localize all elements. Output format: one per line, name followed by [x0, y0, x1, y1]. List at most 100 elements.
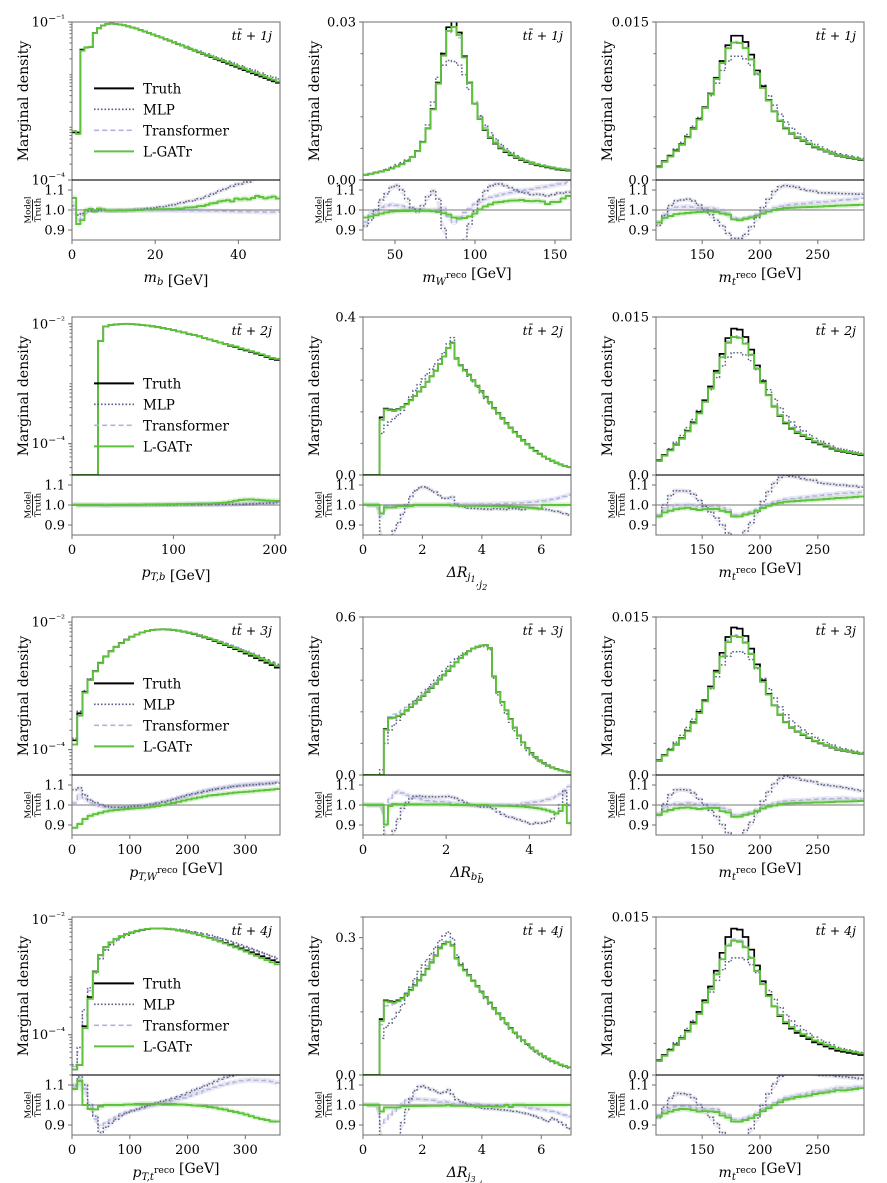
chart-panel-p32: 0.6 0.0 Marginal density tt̄ + 3j 1.1 1.0 0.9 M… [301, 603, 589, 886]
ratio-tick-label: 0.9 [44, 224, 65, 239]
ratio-ylabel-denominator: Truth [34, 492, 44, 517]
ratio-line-l-gatr [72, 498, 280, 507]
chart-panel-p21: 10−⁻² 10−⁻⁴ Marginal density tt̄ + 2j Truth M… [10, 303, 298, 584]
ratio-line-mlp [72, 782, 280, 809]
ratio-tick-label: 1.1 [44, 479, 65, 494]
legend-label-mlp: MLP [143, 997, 175, 1013]
ratio-ylabel-numerator: Model [608, 491, 618, 519]
x-tick-label: 250 [805, 1143, 830, 1158]
ratio-tick-label: 1.0 [335, 1099, 356, 1114]
y-tick-label: 10−⁻⁴ [32, 741, 66, 758]
ratio-ylabel-denominator: Truth [34, 197, 44, 222]
ratio-line-l-gatr [363, 1104, 571, 1113]
ratio-line-transformer [363, 1098, 571, 1126]
ratio-line-mlp [363, 790, 571, 835]
x-tick-label: 0 [68, 543, 76, 558]
x-tick-label: 6 [537, 543, 545, 558]
ratio-line-transformer [363, 494, 571, 517]
ratio-ylabel-denominator: Truth [34, 1092, 44, 1117]
ratio-line-l-gatr [363, 504, 571, 515]
x-axis-title: ΔRbb̄ [449, 865, 484, 886]
ratio-tick-label: 1.0 [628, 1099, 649, 1114]
ratio-ylabel-numerator: Model [24, 1091, 34, 1119]
y-tick-label: 0.00 [327, 174, 356, 189]
ratio-tick-label: 1.1 [628, 479, 649, 494]
legend-label-truth: Truth [143, 976, 182, 992]
x-tick-label: 150 [690, 843, 715, 858]
ratio-ylabel-numerator: Model [24, 196, 34, 224]
series-line-l-gatr [656, 41, 864, 169]
ratio-band-transformer [656, 489, 864, 518]
ratio-line-transformer [363, 786, 571, 826]
x-tick-label: 200 [748, 1143, 773, 1158]
ratio-tick-label: 1.1 [628, 184, 649, 199]
y-tick-label: 0.4 [335, 311, 356, 326]
ratio-tick-label: 1.1 [44, 1079, 65, 1094]
legend-label-truth: Truth [143, 676, 182, 692]
ratio-ylabel-denominator: Truth [325, 1092, 335, 1117]
series-line-l-gatr [72, 927, 280, 1071]
y-axis-title: Marginal density [16, 636, 32, 757]
series-line-truth [656, 34, 864, 168]
series-line-mlp [656, 957, 864, 1062]
chart-panel-p22: 0.4 0.0 Marginal density tt̄ + 2j 1.1 1.0 0.9 M… [301, 303, 589, 592]
panel-tag: tt̄ + 3j [816, 622, 856, 638]
panel-tag: tt̄ + 3j [523, 622, 563, 638]
ratio-line-transformer [656, 197, 864, 224]
x-tick-label: 0 [359, 1143, 367, 1158]
y-tick-label: 0.0 [628, 469, 649, 484]
ratio-line-transformer [72, 501, 280, 506]
x-axis-title: pT,treco [GeV] [132, 1161, 219, 1183]
ratio-tick-label: 1.0 [44, 499, 65, 514]
series-line-l-gatr [72, 628, 280, 746]
chart-panel-p41: 10−⁻² 10−⁻⁴ Marginal density tt̄ + 4j Truth M… [10, 903, 298, 1183]
x-tick-label: 300 [233, 843, 258, 858]
x-tick-label: 150 [543, 248, 568, 263]
ratio-ylabel-numerator: Model [24, 491, 34, 519]
ratio-line-mlp [363, 486, 571, 535]
y-tick-label: 0.3 [335, 931, 356, 946]
ratio-tick-label: 0.9 [44, 819, 65, 834]
ratio-tick-label: 1.0 [335, 204, 356, 219]
x-axis-title: mWreco [GeV] [422, 266, 511, 288]
legend-label-transformer: Transformer [143, 123, 229, 139]
y-axis-title: Marginal density [16, 936, 32, 1057]
series-line-mlp [72, 23, 280, 134]
series-line-l-gatr [656, 635, 864, 762]
legend-label-truth: Truth [143, 81, 182, 97]
ratio-line-l-gatr [72, 1080, 280, 1123]
ratio-tick-label: 1.1 [335, 1079, 356, 1094]
x-axis-title: mtreco [GeV] [719, 1161, 802, 1183]
ratio-tick-label: 1.0 [44, 799, 65, 814]
ratio-band-mlp [363, 181, 571, 240]
x-tick-label: 4 [525, 843, 533, 858]
y-axis-title: Marginal density [600, 636, 616, 757]
ratio-ylabel-denominator: Truth [325, 197, 335, 222]
y-axis-title: Marginal density [16, 41, 32, 162]
ratio-line-l-gatr [656, 1087, 864, 1123]
ratio-tick-label: 1.1 [628, 1079, 649, 1094]
chart-panel-p31: 10−⁻² 10−⁻⁴ Marginal density tt̄ + 3j Truth M… [10, 603, 298, 883]
ratio-tick-label: 1.1 [335, 779, 356, 794]
ratio-band-transformer [656, 795, 864, 818]
ratio-line-l-gatr [656, 495, 864, 518]
y-axis-title: Marginal density [600, 336, 616, 457]
y-axis-title: Marginal density [307, 41, 323, 162]
x-axis-title: mtreco [GeV] [719, 861, 802, 883]
x-tick-label: 200 [748, 543, 773, 558]
y-tick-label: 10−⁻⁴ [32, 1026, 66, 1043]
series-line-transformer [363, 644, 571, 775]
ratio-line-mlp [72, 502, 280, 506]
ratio-ylabel-numerator: Model [24, 791, 34, 819]
y-tick-label: 0.015 [612, 611, 649, 626]
y-tick-label: 10−⁻² [32, 614, 66, 631]
y-tick-label: 0.015 [612, 911, 649, 926]
legend-label-l-gatr: L-GATr [143, 144, 192, 160]
x-tick-label: 200 [748, 248, 773, 263]
series-line-l-gatr [72, 22, 280, 135]
y-axis-title: Marginal density [16, 336, 32, 457]
ratio-tick-label: 1.1 [335, 479, 356, 494]
ratio-tick-label: 1.0 [44, 204, 65, 219]
ratio-tick-label: 0.9 [335, 519, 356, 534]
